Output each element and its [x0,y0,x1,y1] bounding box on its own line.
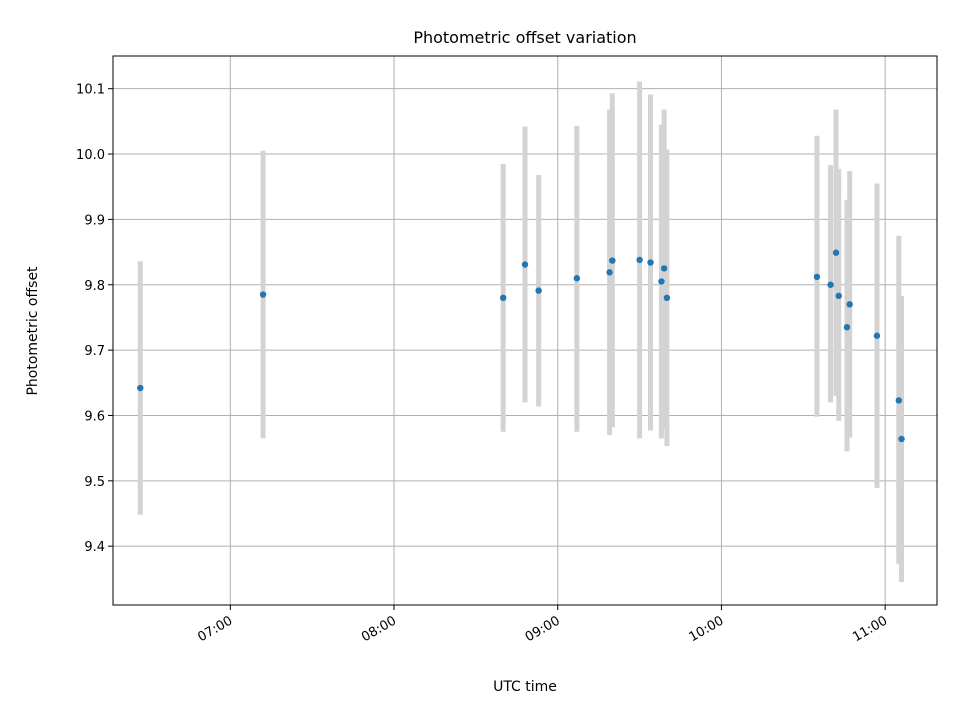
data-point [137,384,144,392]
y-tick-label: 9.6 [84,409,105,424]
data-point [873,332,881,339]
x-axis-label: UTC time [493,679,557,695]
data-points [137,249,905,443]
data-point [813,273,821,281]
y-axis-ticks: 9.4 9.5 9.6 9.7 9.8 9.9 10.0 10.1 [76,83,113,555]
data-point [846,301,853,308]
data-point [259,291,267,298]
y-tick-label: 9.4 [84,540,105,555]
data-point [636,256,643,264]
y-tick-label: 10.0 [76,148,105,163]
data-point [898,435,905,443]
data-point [521,261,529,268]
data-point [832,249,840,256]
y-tick-label: 9.9 [84,213,105,228]
y-tick-label: 10.1 [76,83,105,98]
data-point [647,259,654,266]
data-point [609,257,616,264]
data-point [827,281,834,288]
data-point [895,397,903,404]
data-point [499,294,507,302]
y-tick-label: 9.8 [84,279,105,294]
data-point [835,292,842,300]
data-point [843,324,851,331]
chart-title: Photometric offset variation [413,28,636,47]
data-point [658,278,665,285]
y-tick-label: 9.7 [84,344,105,359]
data-point [573,275,581,282]
data-point [663,294,671,302]
plot-area-frame [112,55,938,606]
y-axis-label: Photometric offset [25,266,41,396]
data-point [606,269,613,276]
data-point [660,265,668,272]
data-point [535,287,542,294]
y-tick-label: 9.5 [84,475,105,490]
